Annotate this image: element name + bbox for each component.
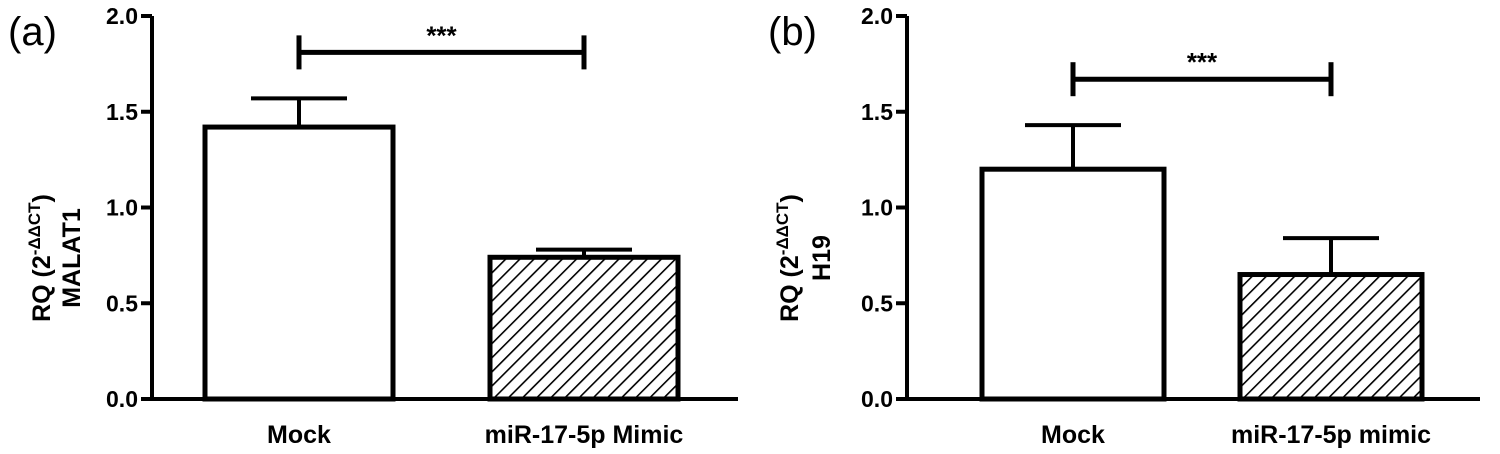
x-category-label: miR-17-5p Mimic bbox=[485, 421, 684, 449]
y-tick-label: 0.0 bbox=[861, 386, 893, 412]
x-category-label: Mock bbox=[267, 421, 331, 449]
bar-mir-17-5p-mimic bbox=[1237, 272, 1425, 402]
panel-b: (b) RQ (2-ΔΔCT) H19 0.00.51.01.52.0 *** … bbox=[768, 3, 1480, 449]
y-axis-gene-label: H19 bbox=[808, 235, 836, 281]
y-tick-label: 2.0 bbox=[106, 3, 138, 29]
y-tick-label: 1.0 bbox=[106, 195, 138, 221]
bar-mock bbox=[979, 166, 1167, 402]
y-axis-label: RQ (2-ΔΔCT) bbox=[773, 194, 804, 322]
bar-mock bbox=[202, 124, 396, 402]
y-axis-label: RQ (2-ΔΔCT) bbox=[25, 194, 56, 322]
y-tick-label: 0.5 bbox=[861, 290, 893, 316]
y-axis-gene-label: MALAT1 bbox=[58, 208, 86, 308]
y-tick-label: 2.0 bbox=[861, 3, 893, 29]
y-tick-label: 1.5 bbox=[106, 99, 138, 125]
y-tick-label: 1.5 bbox=[861, 99, 893, 125]
x-category-label: miR-17-5p mimic bbox=[1231, 421, 1431, 449]
panel-label: (a) bbox=[8, 10, 57, 54]
bar-mir-17-5p-mimic bbox=[487, 254, 681, 402]
y-tick-label: 1.0 bbox=[861, 195, 893, 221]
significance-label: *** bbox=[426, 20, 457, 50]
panel-label: (b) bbox=[768, 10, 817, 54]
panel-a: (a) RQ (2-ΔΔCT) MALAT1 0.0 0.5 1.0 1.5 2.0 *… bbox=[8, 3, 738, 449]
x-category-label: Mock bbox=[1041, 421, 1105, 449]
significance-label: *** bbox=[1187, 47, 1218, 77]
y-tick-label: 0.0 bbox=[106, 386, 138, 412]
y-tick-label: 0.5 bbox=[106, 290, 138, 316]
